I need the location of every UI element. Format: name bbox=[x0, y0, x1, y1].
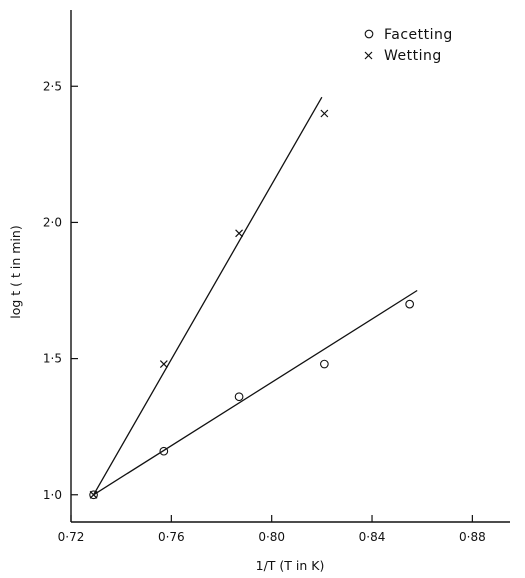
point-wetting-2 bbox=[235, 229, 243, 238]
x-tick-label-2: 0·80 bbox=[258, 530, 285, 544]
point-facetting-4 bbox=[405, 299, 415, 309]
axes bbox=[70, 10, 510, 523]
legend-marker-facetting bbox=[364, 29, 374, 39]
x-tick-label-3: 0·84 bbox=[359, 530, 386, 544]
point-facetting-3 bbox=[320, 359, 329, 369]
point-wetting-1 bbox=[159, 360, 168, 368]
legend-label-facetting: Facetting bbox=[384, 27, 453, 43]
point-wetting-0 bbox=[89, 490, 98, 499]
x-tick-label-0: 0·72 bbox=[58, 530, 85, 544]
fit-line-facetting bbox=[93, 289, 418, 496]
point-wetting-3 bbox=[320, 109, 329, 118]
x-axis-label: 1/T (T in K) bbox=[256, 558, 325, 573]
data-points bbox=[89, 109, 415, 500]
point-facetting-2 bbox=[234, 392, 244, 402]
x-tick-label-1: 0·76 bbox=[158, 530, 185, 544]
y-tick-label-1: 1·5 bbox=[43, 352, 62, 366]
legend-label-wetting: Wetting bbox=[384, 48, 442, 64]
y-tick-label-2: 2·0 bbox=[43, 215, 62, 229]
x-ticks: 0·72 0·76 0·80 0·84 0·88 bbox=[58, 515, 486, 544]
fit-lines bbox=[93, 96, 418, 496]
legend: Facetting Wetting bbox=[364, 27, 453, 64]
point-facetting-0 bbox=[89, 490, 98, 500]
y-tick-label-3: 2·5 bbox=[43, 79, 62, 93]
y-axis-label: log t ( t in min) bbox=[8, 225, 23, 318]
legend-marker-wetting bbox=[364, 51, 373, 60]
x-tick-label-4: 0·88 bbox=[459, 530, 486, 544]
fit-line-wetting bbox=[93, 96, 323, 496]
y-tick-label-0: 1·0 bbox=[43, 488, 62, 502]
y-ticks: 1·0 1·5 2·0 2·5 bbox=[43, 79, 78, 502]
point-facetting-1 bbox=[159, 446, 169, 456]
